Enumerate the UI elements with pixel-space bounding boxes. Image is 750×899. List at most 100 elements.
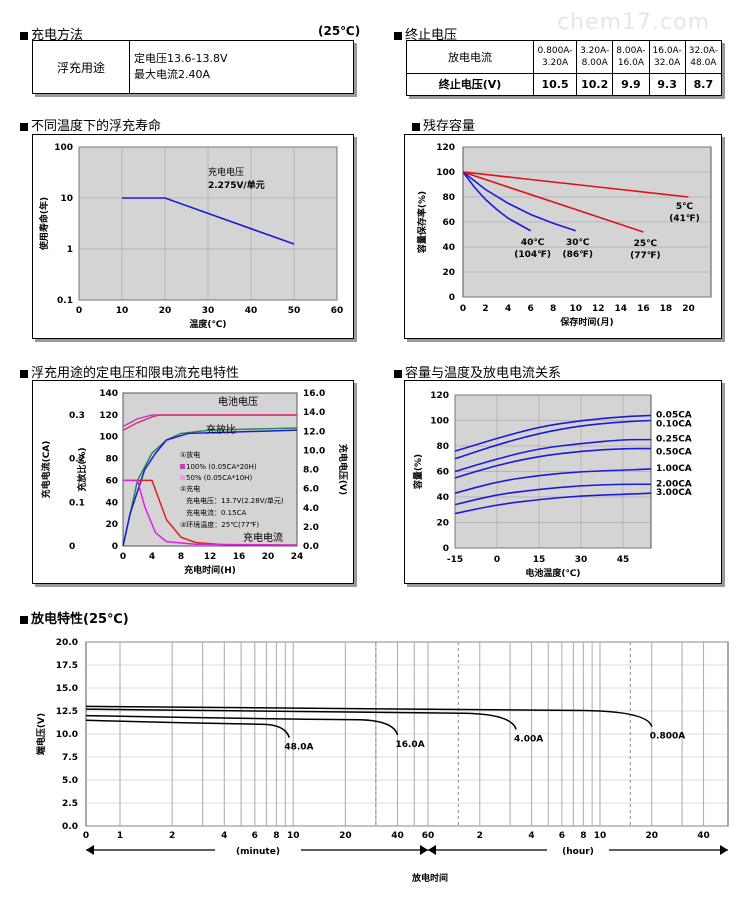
y-tick-pct: 20 bbox=[105, 520, 118, 530]
legend-text: 100% (0.05CA*20H) bbox=[186, 463, 257, 471]
x-tick-label: 6 bbox=[252, 831, 258, 841]
x-tick-label: 15 bbox=[533, 555, 546, 565]
cutoff-table: 放电电流 0.800A- 3.20A 3.20A- 8.00A 8.00A- 16.0A 16… bbox=[406, 40, 723, 97]
annotation-value: 2.275V/单元 bbox=[208, 179, 265, 191]
cutoff-current-cell: 16.0A- 32.0A bbox=[648, 40, 686, 74]
bullet-icon bbox=[20, 31, 28, 40]
legend-swatch-50 bbox=[180, 475, 185, 480]
y-tick-label: 2.5 bbox=[62, 799, 78, 809]
x-tick-label: 0 bbox=[83, 831, 89, 841]
y-tick-label: 0 bbox=[449, 293, 455, 303]
capacity-line bbox=[454, 468, 652, 494]
charge-temp: (25℃) bbox=[318, 24, 361, 38]
y-tick-label: 120 bbox=[430, 391, 449, 401]
x-tick-label: 8 bbox=[550, 304, 556, 314]
cutoff-voltage-cell: 10.2 bbox=[576, 72, 614, 97]
residual-line bbox=[462, 171, 532, 232]
label-battery-voltage: 电池电压 bbox=[218, 395, 258, 408]
x-tick-label: 16 bbox=[233, 552, 246, 562]
y-tick-label: 80 bbox=[436, 442, 449, 452]
x-tick-label: 40 bbox=[245, 306, 258, 316]
x-axis-label: 充电时间(H) bbox=[184, 564, 236, 576]
unit-bg bbox=[547, 843, 609, 857]
float-charge-line bbox=[123, 479, 298, 546]
y-tick-label: 100 bbox=[430, 417, 449, 427]
series-label: 2.00CA bbox=[656, 479, 692, 489]
x-tick-label: 12 bbox=[204, 552, 217, 562]
charge-line2: 最大电流2.40A bbox=[134, 68, 211, 81]
y-tick-label: 0.1 bbox=[57, 296, 73, 306]
y-tick-label: 5.0 bbox=[62, 776, 78, 786]
cutoff-current-cell: 0.800A- 3.20A bbox=[532, 40, 578, 74]
series-label: 16.0A bbox=[395, 740, 424, 750]
bullet-icon bbox=[20, 615, 28, 624]
y-axis-label: 容量保存率(%) bbox=[416, 191, 428, 254]
y-axis-label-ca: 充电电流(CA) bbox=[40, 441, 52, 499]
series-label: 4.00A bbox=[514, 734, 543, 744]
bullet-icon bbox=[20, 369, 28, 378]
y-tick-pct: 120 bbox=[99, 411, 118, 421]
x-axis-label: 放电时间 bbox=[411, 872, 448, 884]
x-tick-label: 4 bbox=[528, 831, 534, 841]
capacity-line bbox=[454, 419, 652, 460]
y-tick-pct: 60 bbox=[105, 476, 118, 486]
x-tick-label: 20 bbox=[682, 304, 695, 314]
y-tick-label: 17.5 bbox=[56, 661, 78, 671]
y-tick-pct: 80 bbox=[105, 455, 118, 465]
y-tick-label: 15.0 bbox=[56, 684, 78, 694]
x-tick-label: 2 bbox=[169, 831, 175, 841]
series-label-f: (104℉) bbox=[514, 250, 551, 260]
float-charge-chart: 0204060801001201400.02.04.06.08.010.012.… bbox=[40, 389, 349, 576]
y-tick-voltage: 10.0 bbox=[303, 446, 325, 456]
cutoff-current-cell: 32.0A- 48.0A bbox=[684, 40, 723, 74]
bullet-icon bbox=[394, 31, 402, 40]
y-axis-label: 容量(%) bbox=[412, 454, 424, 490]
y-tick-label: 40 bbox=[442, 243, 455, 253]
y-tick-label: 100 bbox=[436, 168, 455, 178]
residual-line bbox=[462, 171, 689, 198]
series-label: 48.0A bbox=[284, 743, 313, 753]
x-tick-label: 10 bbox=[594, 831, 607, 841]
x-axis-label: 温度(℃) bbox=[189, 318, 226, 330]
series-label: 0.800A bbox=[650, 732, 685, 742]
capacity-line bbox=[454, 414, 652, 452]
x-tick-label: 20 bbox=[646, 831, 659, 841]
residual-heading: 残存容量 bbox=[412, 115, 475, 134]
y-tick-label: 20 bbox=[442, 268, 455, 278]
capacity-line bbox=[454, 447, 651, 479]
x-tick-label: 60 bbox=[331, 306, 344, 316]
cutoff-current-label: 放电电流 bbox=[406, 40, 534, 74]
arrow-right-icon bbox=[720, 845, 728, 855]
x-axis-label: 电池温度(℃) bbox=[525, 567, 580, 579]
y-tick-label: 60 bbox=[436, 468, 449, 478]
x-tick-label: 20 bbox=[159, 306, 172, 316]
legend-text: 50% (0.05CA*10H) bbox=[186, 474, 252, 482]
y-tick-label: 20.0 bbox=[56, 638, 78, 648]
x-tick-label: 4 bbox=[149, 552, 155, 562]
y-tick-ca: 0.1 bbox=[69, 498, 85, 508]
series-label-f: (77℉) bbox=[630, 251, 661, 261]
x-tick-label: 8 bbox=[580, 831, 586, 841]
legend-text: ③环境温度：25℃(77℉) bbox=[180, 520, 259, 529]
discharge-curve bbox=[85, 705, 653, 727]
x-tick-label: 2 bbox=[482, 304, 488, 314]
x-tick-label: 18 bbox=[660, 304, 673, 314]
y-tick-label: 80 bbox=[442, 193, 455, 203]
x-tick-label: 1 bbox=[117, 831, 123, 841]
x-tick-label: 30 bbox=[575, 555, 588, 565]
y-tick-label: 7.5 bbox=[62, 753, 78, 763]
charge-line1: 定电压13.6-13.8V bbox=[134, 52, 228, 65]
x-tick-label: 6 bbox=[528, 304, 534, 314]
cutoff-current-cell: 8.00A- 16.0A bbox=[612, 40, 650, 74]
x-tick-label: 20 bbox=[339, 831, 352, 841]
y-tick-label: 20 bbox=[436, 519, 449, 529]
x-tick-label: 50 bbox=[288, 306, 301, 316]
y-tick-voltage: 6.0 bbox=[303, 485, 319, 495]
legend-text: 充电电流：0.15CA bbox=[186, 508, 246, 517]
x-tick-label: 40 bbox=[391, 831, 404, 841]
x-tick-label: 10 bbox=[287, 831, 300, 841]
x-tick-label: 60 bbox=[422, 831, 435, 841]
x-tick-label: 0 bbox=[120, 552, 126, 562]
x-tick-label: 10 bbox=[116, 306, 129, 316]
x-tick-label: 8 bbox=[273, 831, 279, 841]
